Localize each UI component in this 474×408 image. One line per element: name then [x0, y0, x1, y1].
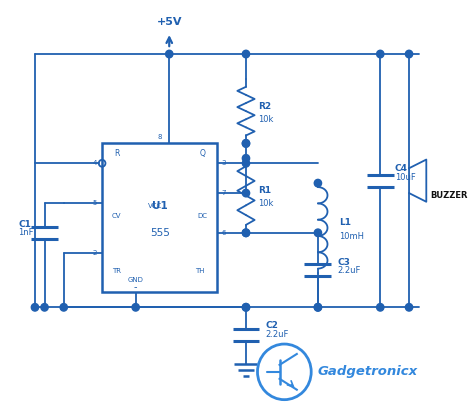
Text: TH: TH	[195, 268, 205, 273]
Text: C2: C2	[265, 321, 278, 330]
Text: C1: C1	[19, 220, 32, 229]
Text: Q: Q	[200, 149, 206, 158]
Text: C3: C3	[337, 257, 350, 266]
Text: R: R	[114, 149, 119, 158]
Circle shape	[165, 50, 173, 58]
Circle shape	[314, 180, 321, 187]
Text: R1: R1	[258, 186, 272, 195]
Text: 1nF: 1nF	[18, 228, 33, 237]
Text: CV: CV	[112, 213, 121, 219]
Text: 10mH: 10mH	[339, 232, 364, 241]
Circle shape	[60, 304, 67, 311]
Bar	[102, 144, 217, 293]
Text: 10uF: 10uF	[395, 173, 415, 182]
Text: 2.2uF: 2.2uF	[337, 266, 360, 275]
Circle shape	[242, 140, 250, 147]
Circle shape	[314, 304, 321, 311]
Circle shape	[377, 50, 384, 58]
Text: L1: L1	[339, 218, 351, 227]
Circle shape	[314, 229, 321, 237]
Circle shape	[377, 304, 384, 311]
Text: 7: 7	[221, 190, 226, 196]
Text: U1: U1	[152, 201, 167, 211]
Text: C4: C4	[395, 164, 408, 173]
Circle shape	[242, 155, 250, 162]
Text: 8: 8	[157, 134, 162, 140]
Text: TR: TR	[112, 268, 121, 273]
Text: +5V: +5V	[156, 17, 182, 27]
Circle shape	[242, 140, 250, 147]
Text: -: -	[134, 282, 137, 293]
Text: 2.2uF: 2.2uF	[265, 330, 289, 339]
Text: 4: 4	[93, 160, 97, 166]
Text: BUZZER: BUZZER	[430, 191, 468, 200]
Text: 2: 2	[93, 250, 97, 256]
Text: GND: GND	[128, 277, 144, 284]
Circle shape	[314, 304, 321, 311]
Circle shape	[242, 304, 250, 311]
Text: DC: DC	[198, 213, 208, 219]
Text: Gadgetronicx: Gadgetronicx	[318, 365, 418, 378]
Text: 3: 3	[221, 160, 226, 166]
Circle shape	[242, 50, 250, 58]
Circle shape	[405, 304, 413, 311]
Circle shape	[405, 50, 413, 58]
Circle shape	[242, 304, 250, 311]
Text: 10k: 10k	[258, 115, 274, 124]
Circle shape	[31, 304, 38, 311]
Circle shape	[132, 304, 139, 311]
Circle shape	[242, 160, 250, 167]
Text: 5: 5	[93, 200, 97, 206]
Text: R2: R2	[258, 102, 272, 111]
Circle shape	[242, 229, 250, 237]
Text: VCC: VCC	[148, 203, 162, 209]
Text: 10k: 10k	[258, 199, 274, 208]
Circle shape	[41, 304, 48, 311]
Text: 555: 555	[150, 228, 170, 238]
Circle shape	[242, 229, 250, 237]
Text: 6: 6	[221, 230, 226, 236]
Circle shape	[242, 189, 250, 197]
